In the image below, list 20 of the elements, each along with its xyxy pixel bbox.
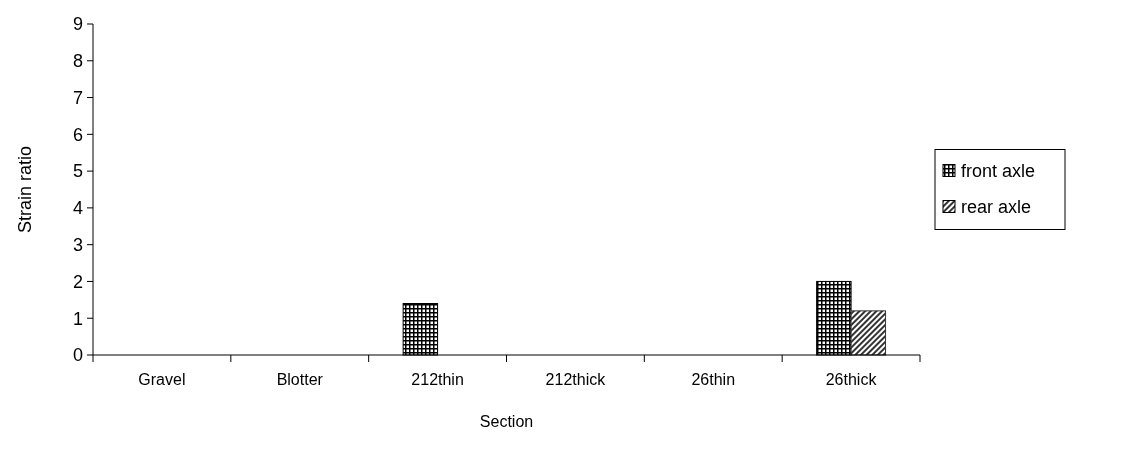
x-tick-label: 212thin [411, 371, 464, 388]
x-tick-label: Blotter [276, 371, 324, 388]
x-tick-label: Gravel [138, 371, 186, 388]
legend-label: rear axle [961, 196, 1032, 217]
y-tick-label: 1 [72, 308, 83, 329]
y-tick-label: 9 [72, 14, 83, 35]
y-tick-label: 6 [72, 124, 83, 145]
y-tick-label: 0 [72, 345, 83, 366]
y-axis-title: Strain ratio [15, 145, 35, 234]
x-tick-label: 212thick [545, 371, 607, 388]
y-tick-label: 7 [72, 87, 83, 108]
x-tick-label: 26thick [825, 371, 878, 388]
legend-label: front axle [961, 160, 1036, 181]
x-tick-label: 26thin [691, 371, 736, 388]
y-tick-label: 8 [72, 51, 83, 72]
x-axis-title: Section [479, 413, 534, 430]
y-tick-label: 4 [72, 198, 83, 219]
y-tick-label: 5 [72, 161, 83, 182]
y-tick-label: 3 [72, 234, 83, 255]
y-tick-label: 2 [72, 271, 83, 292]
